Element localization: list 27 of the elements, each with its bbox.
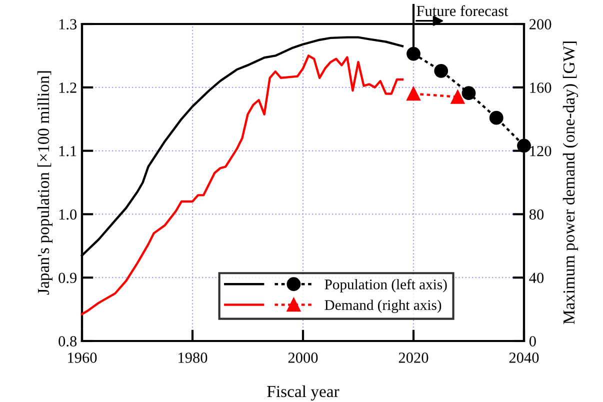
y-tick-label: 1.2 bbox=[59, 82, 76, 93]
y2-tick-label: 160 bbox=[530, 82, 552, 93]
point bbox=[489, 110, 504, 125]
y-axis-title: Japan's population [×100 million] bbox=[37, 71, 52, 295]
y2-tick-label: 40 bbox=[529, 272, 544, 284]
x-tick-label: 2020 bbox=[398, 352, 428, 363]
ref-line-label: Future forecast bbox=[416, 5, 508, 16]
y2-axis-title: Maximum power demand (one-day) [GW] bbox=[562, 42, 578, 324]
point bbox=[434, 64, 448, 78]
y2-tick-label: 80 bbox=[529, 209, 544, 220]
x-tick-label: 1960 bbox=[68, 352, 97, 363]
point bbox=[406, 46, 420, 61]
y-tick-label: 0.8 bbox=[58, 336, 77, 347]
y2-tick-label: 0 bbox=[529, 336, 536, 346]
y-tick-label: 1.1 bbox=[59, 146, 76, 156]
legend-label: Demand (right axis) bbox=[324, 300, 442, 313]
y2-tick-label: 200 bbox=[530, 19, 552, 30]
point bbox=[462, 86, 476, 100]
legend-label: Population (left axis) bbox=[324, 278, 447, 292]
y-tick-label: 1.3 bbox=[59, 19, 77, 30]
x-tick-label: 2040 bbox=[509, 352, 539, 363]
x-tick-label: 2000 bbox=[288, 352, 318, 363]
y-tick-label: 1.0 bbox=[59, 209, 77, 220]
y-tick-label: 0.9 bbox=[58, 272, 77, 284]
x-axis-title: Fiscal year bbox=[267, 385, 340, 401]
x-tick-label: 1980 bbox=[178, 352, 208, 363]
y2-tick-label: 120 bbox=[530, 146, 552, 156]
